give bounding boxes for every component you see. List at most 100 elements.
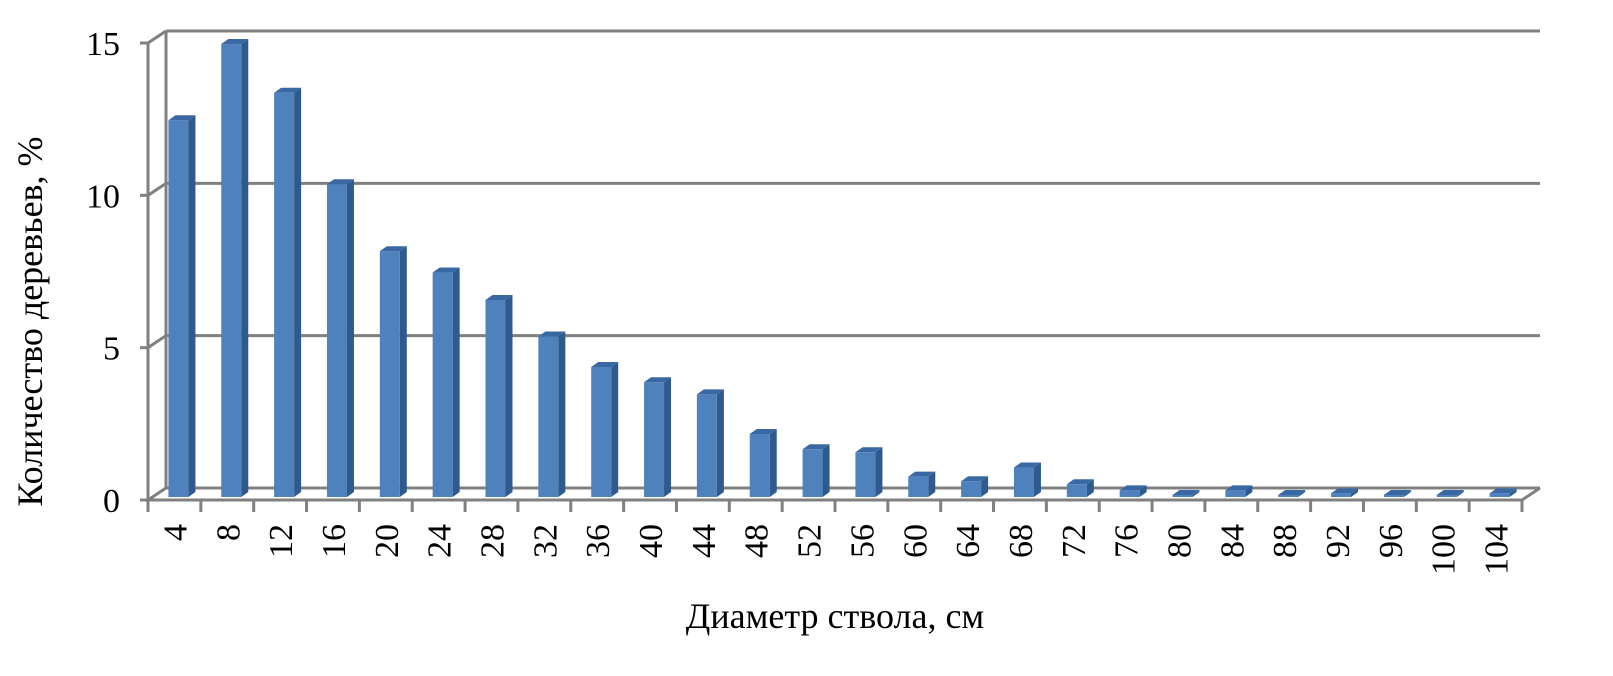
x-tick-label: 64 <box>950 524 987 558</box>
bar <box>749 429 777 497</box>
axes <box>140 31 1541 512</box>
x-tick-label: 104 <box>1479 524 1516 575</box>
x-tick-label: 32 <box>527 524 564 558</box>
bar-side <box>241 39 249 498</box>
x-tick-label: 16 <box>316 524 353 558</box>
x-tick-label: 48 <box>739 524 776 558</box>
bar <box>485 294 513 497</box>
bar-side <box>452 267 460 497</box>
bar-side <box>769 429 777 497</box>
bar-front <box>961 481 982 497</box>
bar-front <box>1225 490 1246 497</box>
bar-top <box>1278 489 1306 495</box>
bar-front <box>221 44 242 498</box>
bar-front <box>326 184 347 497</box>
bar-side <box>558 331 566 497</box>
bar-top <box>1119 485 1147 491</box>
bar <box>274 87 302 497</box>
bar-side <box>1298 489 1306 497</box>
bar-side <box>1033 462 1041 497</box>
bar-front <box>485 299 506 497</box>
bar-side <box>1351 488 1359 497</box>
bar-front <box>855 452 876 497</box>
bar <box>908 471 936 497</box>
x-tick-label: 28 <box>475 524 512 558</box>
bar-top <box>379 246 407 252</box>
bar-front <box>432 272 453 497</box>
x-tick-label: 52 <box>792 524 829 558</box>
bar-front <box>1436 495 1457 497</box>
bar-side <box>928 471 936 497</box>
bar-front <box>908 476 929 497</box>
bar-front <box>538 336 559 497</box>
bar-side <box>346 179 354 497</box>
y-tick-label: 10 <box>86 178 120 215</box>
x-tick-label: 20 <box>369 524 406 558</box>
x-tick-label: 4 <box>157 524 194 541</box>
bar-side <box>294 87 302 497</box>
x-tick-label: 76 <box>1109 524 1146 558</box>
bar-top <box>908 471 936 477</box>
bar-side <box>1086 479 1094 497</box>
bar-front <box>696 394 717 497</box>
x-tick-label: 100 <box>1426 524 1463 575</box>
x-tick-label: 24 <box>422 524 459 558</box>
x-tick-label: 80 <box>1162 524 1199 558</box>
bar-top <box>961 476 989 482</box>
bars <box>168 39 1517 498</box>
bar <box>1066 479 1094 497</box>
bar-side <box>399 246 407 497</box>
bar-front <box>379 251 400 497</box>
x-tick-label: 12 <box>263 524 300 558</box>
bar-top <box>855 447 883 453</box>
y-axis-title: Количество деревьев, % <box>10 136 50 506</box>
bar-top <box>591 361 619 367</box>
bar-top <box>1225 485 1253 491</box>
bar <box>696 389 724 497</box>
bar <box>168 115 196 498</box>
bar-top <box>1172 489 1200 495</box>
bar-side <box>981 476 989 497</box>
bar-side <box>822 444 830 497</box>
bar <box>326 179 354 497</box>
x-tick-labels: 4 8 12 16 20 24 28 32 36 40 44 48 52 56 60 64 68 72 76 80 84… <box>157 524 1515 575</box>
x-tick-label: 8 <box>210 524 247 541</box>
bar-side <box>664 377 672 497</box>
bar-top <box>485 294 513 300</box>
bar <box>1331 488 1359 497</box>
bar-side <box>1456 490 1464 497</box>
bar <box>1278 489 1306 497</box>
bar-side <box>716 389 724 497</box>
bar-front <box>591 366 612 497</box>
gridline-depth <box>147 486 167 502</box>
bar-top <box>1489 488 1517 494</box>
bar-top <box>168 115 196 121</box>
x-tick-label: 72 <box>1056 524 1093 558</box>
x-tick-label: 36 <box>580 524 617 558</box>
gridlines <box>147 29 1540 502</box>
bar-side <box>1403 490 1411 497</box>
bar-front <box>1331 493 1352 497</box>
bar-front <box>802 449 823 497</box>
bar-side <box>188 115 196 498</box>
bar-top <box>749 429 777 435</box>
x-tick-label: 68 <box>1003 524 1040 558</box>
bar <box>1119 485 1147 497</box>
bar-top <box>221 39 249 45</box>
bar-top <box>538 331 566 337</box>
bar-side <box>1192 489 1200 497</box>
bar-front <box>644 382 665 497</box>
bar-front <box>1278 494 1299 497</box>
gridline-depth <box>147 182 167 197</box>
bar-top <box>1066 479 1094 485</box>
bar-front <box>1119 490 1140 497</box>
bar-top <box>644 377 672 383</box>
y-tick-label: 15 <box>86 26 120 63</box>
bar <box>1489 488 1517 497</box>
floor-right-edge <box>1521 486 1541 502</box>
bar <box>591 361 619 497</box>
x-tick-label: 44 <box>686 524 723 558</box>
bar <box>1225 485 1253 497</box>
bar-front <box>274 92 295 497</box>
